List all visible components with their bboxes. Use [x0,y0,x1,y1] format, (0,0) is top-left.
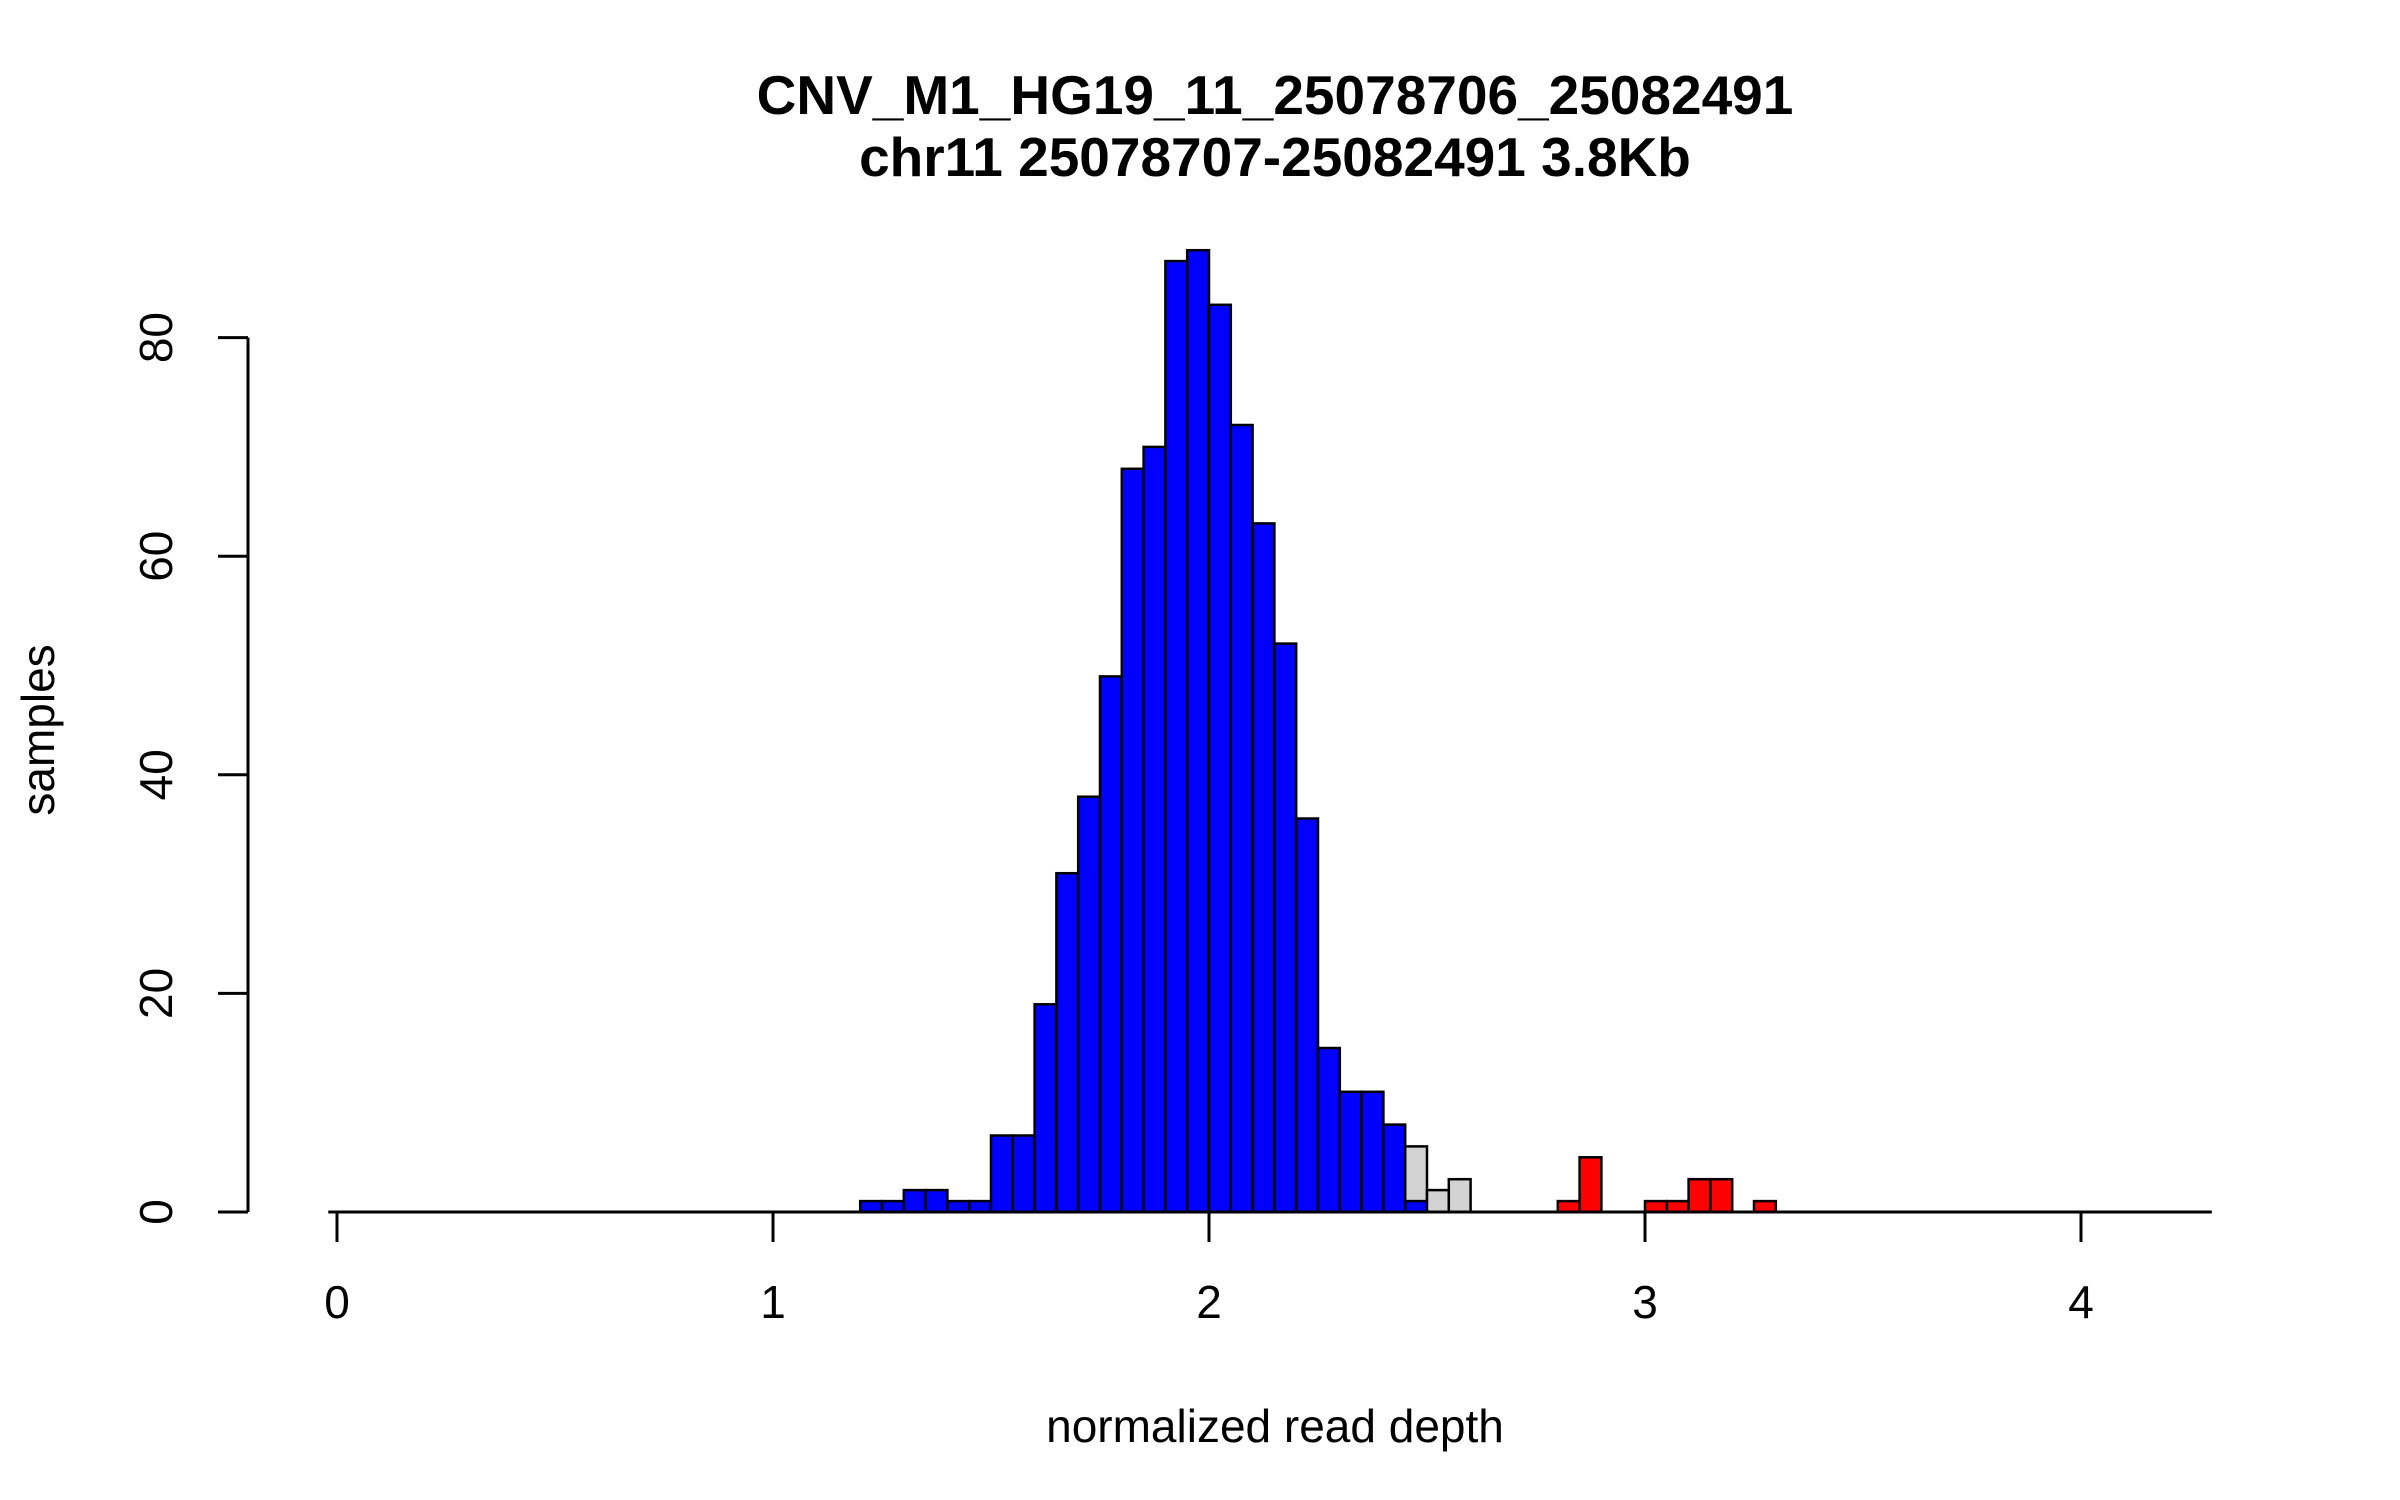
chart-subtitle: chr11 25078707-25082491 3.8Kb [859,126,1691,188]
histogram-bar-normal [1185,248,1211,1214]
x-axis-tick-label: 1 [760,1276,786,1328]
y-axis-tick-label: 40 [130,749,182,800]
histogram-bar-normal [1098,675,1124,1214]
histogram-bar-ambiguous [1425,1188,1451,1214]
histogram-bar-ambiguous [1447,1177,1472,1214]
histogram-bar-normal [989,1134,1015,1214]
x-axis-tick-label: 3 [1632,1276,1658,1328]
chart-title: CNV_M1_HG19_11_25078706_25082491 [757,64,1794,126]
histogram-bar-normal [1120,467,1145,1214]
histogram-bar-normal [858,1199,884,1214]
histogram-bar-normal [1316,1046,1342,1214]
histogram-bar-normal [924,1188,949,1214]
histogram-bar-duplication [1752,1199,1778,1214]
histogram-bar-normal [1207,303,1233,1214]
y-axis: 0 20 40 60 80 [130,312,250,1225]
histogram-bar-duplication [1578,1156,1603,1214]
x-axis-tick-label: 2 [1196,1276,1222,1328]
histogram-bar-normal [946,1199,971,1214]
histogram-bar-normal [1273,642,1298,1214]
histogram-bar-normal [1076,795,1102,1214]
histogram-bar-duplication [1556,1199,1581,1214]
histogram-bar-duplication [1687,1177,1712,1214]
histogram-bar-normal [1360,1090,1385,1214]
histogram-bar-normal [1251,522,1276,1214]
histogram-bar-normal [1033,1003,1058,1214]
y-axis-tick-label: 0 [130,1199,182,1225]
x-axis-label: normalized read depth [1046,1400,1504,1452]
y-axis-label: samples [12,644,64,815]
y-axis-tick-label: 60 [130,531,182,582]
x-axis-tick-label: 0 [324,1276,350,1328]
histogram-bars [858,248,1778,1214]
x-axis: 0 1 2 3 4 [324,1212,2094,1328]
histogram-bar-normal [1011,1134,1036,1214]
histogram-bar-normal [880,1199,906,1214]
histogram-bar-normal [1164,259,1189,1214]
histogram-bar-normal [1055,871,1080,1214]
histogram-bar-duplication [1709,1177,1734,1214]
histogram-bar-normal [1294,817,1320,1214]
histogram-bar-normal [1403,1199,1429,1214]
histogram-bar-normal [967,1199,993,1214]
histogram-bar-normal [902,1188,927,1214]
histogram-bar-normal [1142,445,1167,1214]
x-axis-tick-label: 4 [2068,1276,2094,1328]
histogram-bar-normal [1382,1123,1407,1214]
histogram-bar-duplication [1643,1199,1669,1214]
histogram-bar-normal [1229,423,1254,1214]
histogram-bar-duplication [1665,1199,1690,1214]
histogram-bar-normal [1338,1090,1363,1214]
y-axis-tick-label: 80 [130,312,182,363]
y-axis-tick-label: 20 [130,968,182,1019]
